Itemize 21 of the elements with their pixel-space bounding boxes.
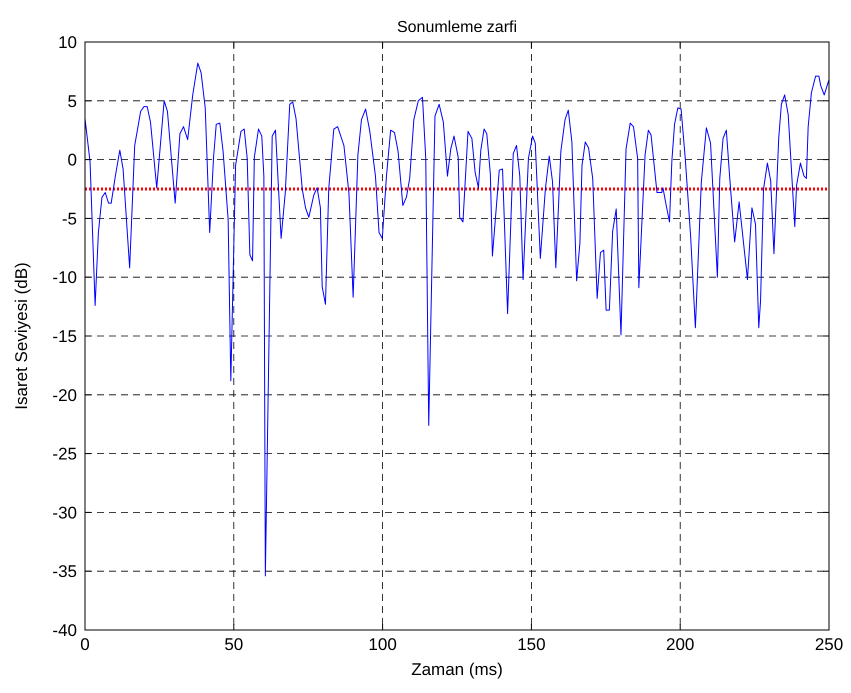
y-tick-label: 5 bbox=[68, 92, 77, 111]
y-tick-label: -5 bbox=[62, 209, 77, 228]
y-tick-label: -35 bbox=[52, 562, 77, 582]
chart-title: Sonumleme zarfi bbox=[396, 19, 518, 36]
y-tick-label: 10 bbox=[58, 33, 77, 52]
x-tick-label: 250 bbox=[814, 635, 844, 654]
y-axis-title: Isaret Seviyesi (dB) bbox=[12, 262, 31, 410]
y-tick-label: -15 bbox=[52, 327, 77, 346]
x-tick-label: 0 bbox=[80, 635, 90, 654]
x-axis-title: Zaman (ms) bbox=[411, 660, 503, 679]
x-tick-label: 100 bbox=[368, 635, 397, 654]
x-tick-label: 150 bbox=[517, 635, 546, 654]
y-tick-label: -10 bbox=[52, 268, 77, 288]
x-tick-label: 50 bbox=[224, 635, 244, 654]
y-tick-label: -30 bbox=[52, 503, 77, 522]
y-tick-label: 0 bbox=[68, 150, 77, 170]
y-tick-label: -25 bbox=[52, 444, 77, 464]
y-tick-label: -40 bbox=[52, 621, 77, 640]
line-series bbox=[84, 62, 830, 576]
x-tick-label: 200 bbox=[666, 635, 694, 654]
y-tick-label: -20 bbox=[52, 386, 77, 405]
